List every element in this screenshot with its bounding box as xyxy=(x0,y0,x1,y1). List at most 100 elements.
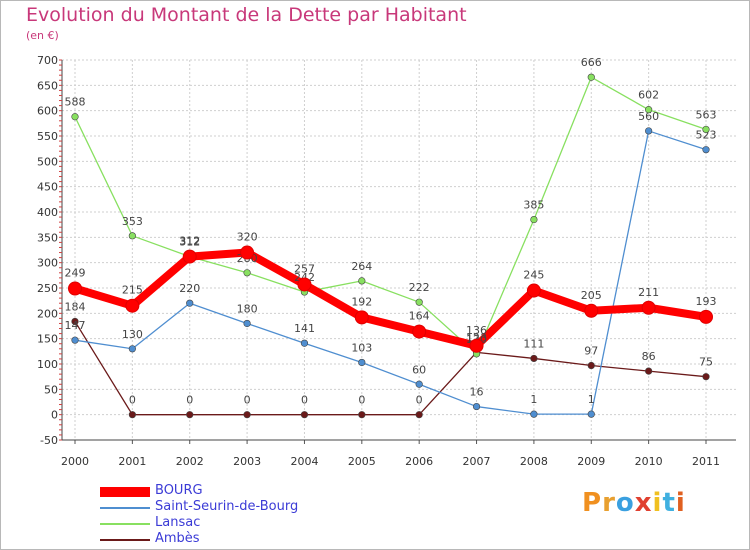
logo-letter: P xyxy=(582,488,603,518)
data-point xyxy=(243,319,251,328)
line-chart: -500501001502002503003504004505005506006… xyxy=(37,54,736,468)
data-label: 180 xyxy=(237,302,258,315)
data-label: 563 xyxy=(696,108,717,121)
data-label: 164 xyxy=(409,310,430,323)
data-point xyxy=(469,338,484,353)
legend-item: Lansac xyxy=(100,515,360,532)
data-label: 560 xyxy=(638,110,659,123)
y-tick-label: 550 xyxy=(37,130,58,143)
x-tick-label: 2011 xyxy=(692,455,720,468)
y-tick-label: 400 xyxy=(37,206,58,219)
y-tick-label: 500 xyxy=(37,155,58,168)
data-label: 666 xyxy=(581,56,602,69)
data-point xyxy=(641,300,656,315)
data-label: 320 xyxy=(237,231,258,244)
data-label: 211 xyxy=(638,286,659,299)
data-point xyxy=(71,336,79,344)
logo-letter: r xyxy=(602,488,616,518)
data-label: 353 xyxy=(122,215,143,228)
data-label: 523 xyxy=(696,129,717,142)
chart-unit: (en €) xyxy=(26,29,59,42)
data-label: 75 xyxy=(699,356,713,369)
data-point xyxy=(415,411,423,419)
legend-swatch xyxy=(100,523,150,525)
data-point xyxy=(186,411,194,419)
data-point xyxy=(358,358,366,367)
legend-item: Ambès xyxy=(100,531,360,548)
data-point xyxy=(415,298,423,306)
x-tick-label: 2009 xyxy=(577,455,605,468)
data-point xyxy=(645,127,653,135)
data-label: 193 xyxy=(696,295,717,308)
y-tick-label: 700 xyxy=(37,54,58,67)
legend-label: Lansac xyxy=(155,515,201,530)
data-label: 192 xyxy=(351,295,372,308)
data-point xyxy=(300,339,309,347)
chart-title: Evolution du Montant de la Dette par Hab… xyxy=(26,4,467,26)
data-point xyxy=(182,249,197,264)
data-label: 222 xyxy=(409,281,430,294)
data-point xyxy=(530,410,538,418)
logo-letter: o xyxy=(615,488,635,518)
data-point xyxy=(186,299,194,307)
y-tick-label: 450 xyxy=(37,181,58,194)
logo-letter: x xyxy=(634,488,653,518)
data-label: 141 xyxy=(294,322,315,335)
data-point xyxy=(128,411,136,419)
data-point xyxy=(530,354,538,363)
legend-item: BOURG xyxy=(100,483,360,500)
data-point xyxy=(297,277,312,292)
data-label: 147 xyxy=(65,319,86,332)
y-tick-label: 100 xyxy=(37,358,58,371)
data-point xyxy=(472,402,481,411)
x-tick-label: 2000 xyxy=(61,455,89,468)
x-tick-label: 2007 xyxy=(463,455,491,468)
data-point xyxy=(702,373,710,381)
data-point xyxy=(300,411,309,419)
logo-letter: i xyxy=(675,488,686,518)
data-label: 385 xyxy=(523,199,544,212)
data-point xyxy=(645,367,653,375)
x-tick-label: 2002 xyxy=(176,455,204,468)
data-label: 0 xyxy=(358,394,365,407)
data-label: 249 xyxy=(65,267,86,280)
y-tick-label: 0 xyxy=(51,409,58,422)
y-tick-label: -50 xyxy=(40,434,58,447)
data-label: 97 xyxy=(584,345,598,358)
legend-swatch xyxy=(100,539,150,541)
data-point xyxy=(354,310,369,325)
data-point xyxy=(702,125,710,134)
data-point xyxy=(645,106,653,114)
data-point xyxy=(71,317,79,326)
plot-area xyxy=(62,60,736,440)
data-point xyxy=(128,232,136,240)
data-label: 0 xyxy=(416,394,423,407)
data-point xyxy=(128,345,136,353)
x-tick-label: 2001 xyxy=(118,455,146,468)
x-tick-label: 2010 xyxy=(635,455,663,468)
data-label: 123 xyxy=(466,331,487,344)
data-point xyxy=(702,146,710,154)
data-label: 602 xyxy=(638,89,659,102)
data-label: 111 xyxy=(523,337,544,350)
x-tick-label: 2008 xyxy=(520,455,548,468)
data-label: 103 xyxy=(351,341,372,354)
legend-item: Saint-Seurin-de-Bourg xyxy=(100,499,360,516)
data-label: 588 xyxy=(65,96,86,109)
data-label: 257 xyxy=(294,262,315,275)
legend-swatch xyxy=(100,507,150,509)
data-point xyxy=(530,216,538,224)
data-label: 1 xyxy=(588,393,595,406)
data-point xyxy=(526,283,541,298)
legend-label: Ambès xyxy=(155,531,200,546)
data-point xyxy=(240,245,255,260)
x-tick-label: 2004 xyxy=(290,455,318,468)
data-label: 264 xyxy=(351,260,372,273)
data-point xyxy=(584,303,599,318)
data-point xyxy=(587,361,595,370)
data-point xyxy=(243,411,251,419)
data-point xyxy=(243,269,251,277)
data-label: 0 xyxy=(129,394,136,407)
data-label: 16 xyxy=(470,386,484,399)
data-point xyxy=(71,113,79,121)
